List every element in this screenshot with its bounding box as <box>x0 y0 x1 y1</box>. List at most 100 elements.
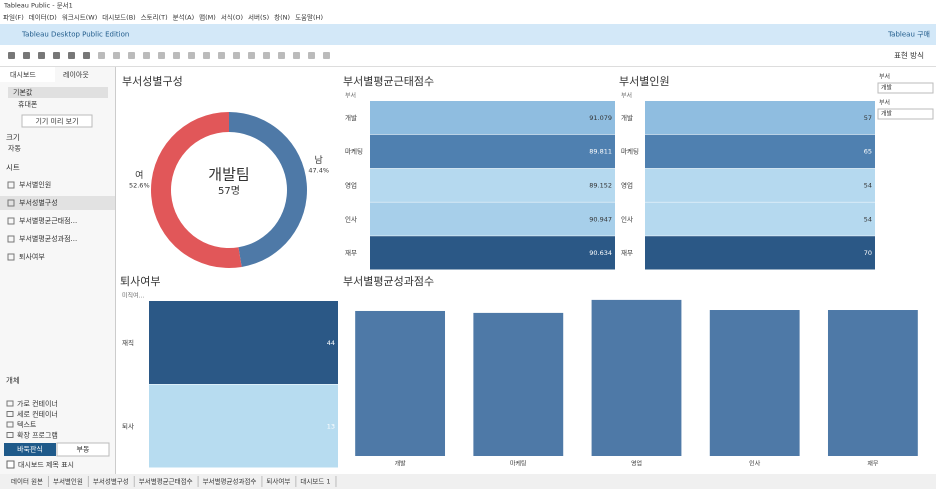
filter-dropdown[interactable] <box>877 82 934 94</box>
table-cell <box>370 101 615 135</box>
sheet-icon <box>7 235 15 243</box>
tab-active[interactable] <box>0 67 55 82</box>
x-tick-label: 영업 <box>631 460 642 468</box>
sheet-selected[interactable] <box>0 196 115 210</box>
filter-label: 부서 <box>879 99 890 107</box>
toolbar-icon[interactable] <box>218 52 225 59</box>
sheet-tab[interactable]: 부서별평균성과점수 <box>203 477 257 486</box>
sheet-item[interactable]: 부서별인원 <box>19 180 51 189</box>
filter-value[interactable]: 개발 <box>881 84 893 92</box>
cell-value: 90.634 <box>589 249 612 257</box>
toolbar-icon[interactable] <box>53 52 60 59</box>
sheet-item[interactable]: 부서별평균근태점... <box>19 216 77 225</box>
tiled-button[interactable] <box>4 443 56 456</box>
toolbar-icon[interactable] <box>278 52 285 59</box>
object-item[interactable]: 텍스트 <box>17 420 37 429</box>
x-tick-label: 개발 <box>395 460 407 468</box>
object-item[interactable]: 세로 컨테이너 <box>17 410 58 419</box>
preview-button-label[interactable]: 기기 미리 보기 <box>35 117 78 126</box>
cell-value: 89.811 <box>589 148 612 156</box>
toolbar-icon[interactable] <box>308 52 315 59</box>
menu-item[interactable]: 데이터(D) <box>29 13 57 22</box>
menu-item[interactable]: 창(N) <box>274 14 290 22</box>
bar <box>591 299 682 456</box>
section-title: 개체 <box>6 375 20 385</box>
toolbar-icon[interactable] <box>38 52 45 59</box>
device-selected[interactable] <box>8 87 108 98</box>
sheet-item[interactable]: 부서별평균성과점... <box>19 234 77 243</box>
object-item[interactable]: 확장 프로그램 <box>17 431 58 440</box>
menu-item[interactable]: 맵(M) <box>199 14 216 22</box>
floating-label[interactable]: 부동 <box>77 446 90 454</box>
bar <box>473 312 564 456</box>
sheet-tab[interactable]: 부서별평균근태점수 <box>139 477 193 486</box>
sheet-tab[interactable]: 대시보드 1 <box>300 478 330 486</box>
toolbar-icon[interactable] <box>248 52 255 59</box>
toolbar-icon[interactable] <box>113 52 120 59</box>
toolbar-icon[interactable] <box>23 52 30 59</box>
panel-tab[interactable]: 레이아웃 <box>63 70 89 79</box>
toolbar-icon[interactable] <box>8 52 15 59</box>
toolbar-icon[interactable] <box>68 52 75 59</box>
column-header: 부서 <box>345 92 356 100</box>
toolbar-icon[interactable] <box>233 52 240 59</box>
row-label: 영업 <box>621 181 633 190</box>
size-dropdown[interactable]: 자동 <box>8 144 21 153</box>
cell-value: 44 <box>327 339 335 347</box>
object-icon <box>6 421 14 428</box>
toolbar-icon[interactable] <box>293 52 300 59</box>
sheet-tab[interactable]: 퇴사여부 <box>266 477 290 486</box>
panel-tab[interactable]: 대시보드 <box>10 71 36 79</box>
toolbar-icon[interactable] <box>128 52 135 59</box>
tab-bar <box>0 474 936 489</box>
checkbox[interactable] <box>6 460 15 469</box>
menu-item[interactable]: 파일(F) <box>3 13 24 22</box>
show-me-button[interactable]: 표현 방식 <box>894 50 924 60</box>
section-title: 크기 <box>6 133 20 142</box>
toolbar-icon[interactable] <box>263 52 270 59</box>
object-icon <box>6 411 14 417</box>
toolbar-icon[interactable] <box>98 52 105 59</box>
donut-slice <box>151 112 242 268</box>
center-value: 57명 <box>218 185 240 197</box>
left-panel <box>0 67 115 474</box>
menu-item[interactable]: 워크시트(W) <box>62 14 97 22</box>
sheet-tab[interactable]: 데이터 원본 <box>11 477 43 486</box>
device-option[interactable]: 기본값 <box>13 88 33 97</box>
table-cell <box>370 168 615 202</box>
sheet-item[interactable]: 퇴사여부 <box>19 252 45 261</box>
table-cell <box>645 134 875 169</box>
device-option[interactable]: 휴대폰 <box>18 100 38 109</box>
row-label: 퇴사 <box>122 421 134 430</box>
menu-item[interactable]: 분석(A) <box>173 13 194 22</box>
menu-item[interactable]: 서버(S) <box>248 13 269 22</box>
sheet-icon <box>7 199 15 207</box>
toolbar-icon[interactable] <box>203 52 210 59</box>
sheet-tab[interactable]: 부서성별구성 <box>93 477 129 486</box>
toolbar-icon[interactable] <box>83 52 90 59</box>
floating-button[interactable] <box>56 442 110 457</box>
menu-item[interactable]: 서식(O) <box>221 13 243 22</box>
buy-link[interactable]: Tableau 구매 <box>887 31 930 39</box>
sheet-tab[interactable]: 부서별인원 <box>53 477 83 486</box>
filter-value[interactable]: 개발 <box>881 110 893 118</box>
filter-dropdown[interactable] <box>877 108 934 120</box>
menu-item[interactable]: 스토리(T) <box>141 13 168 22</box>
toolbar-icon[interactable] <box>323 52 330 59</box>
preview-button[interactable] <box>21 114 93 128</box>
cell-value: 65 <box>864 148 872 156</box>
object-item[interactable]: 가로 컨테이너 <box>17 399 58 408</box>
toolbar-icon[interactable] <box>143 52 150 59</box>
menu-item[interactable]: 도움말(H) <box>295 14 323 22</box>
menu-item[interactable]: 대시보드(B) <box>102 14 135 22</box>
table-cell <box>645 236 875 270</box>
checkbox-label[interactable]: 대시보드 제목 표시 <box>18 461 74 469</box>
toolbar-icon[interactable] <box>158 52 165 59</box>
slice-label: 여 <box>135 169 143 181</box>
sheet-item[interactable]: 부서성별구성 <box>19 198 58 207</box>
tiled-label[interactable]: 바둑판식 <box>17 445 43 454</box>
slice-label: 남 <box>315 155 323 166</box>
toolbar-icon[interactable] <box>173 52 180 59</box>
toolbar-icon[interactable] <box>188 52 195 59</box>
